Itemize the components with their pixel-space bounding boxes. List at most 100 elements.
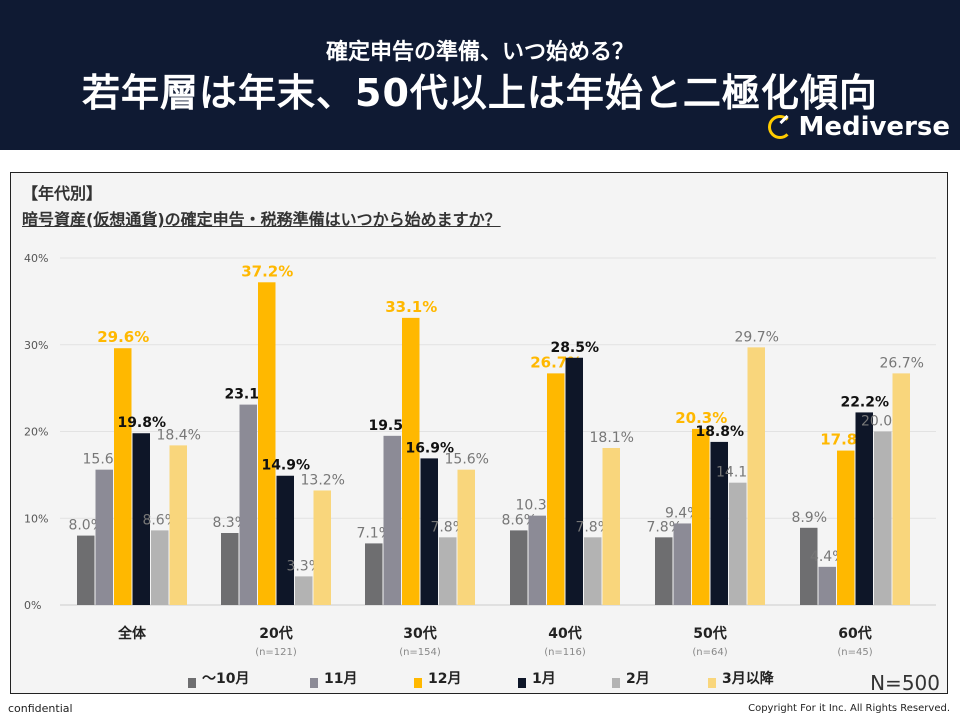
bar: [729, 482, 747, 605]
data-label: 7.8%: [575, 519, 611, 535]
data-label: 7.8%: [646, 519, 682, 535]
bar: [673, 523, 691, 605]
y-tick-label: 10%: [24, 512, 48, 525]
y-tick-label: 0%: [24, 599, 41, 612]
rocket-logo-icon: [768, 115, 793, 139]
legend-label: 1月: [532, 671, 556, 687]
bar: [420, 458, 438, 605]
y-tick-label: 30%: [24, 339, 48, 352]
bar: [874, 431, 892, 605]
data-label: 14.9%: [261, 458, 310, 474]
header-title: 若年層は年末、50代以上は年始と二極化傾向: [82, 71, 878, 115]
data-label: 8.0%: [68, 518, 104, 534]
data-label: 8.9%: [791, 510, 827, 526]
category-note: (n=45): [837, 647, 872, 658]
category-label: 20代: [259, 625, 292, 642]
category-label: 60代: [838, 625, 871, 642]
footer: [0, 700, 960, 720]
bar: [132, 433, 150, 605]
legend-label: ～10月: [202, 671, 249, 687]
category-label: 50代: [693, 625, 726, 642]
bar: [457, 469, 475, 605]
data-label: 8.6%: [501, 512, 537, 528]
bar: [439, 537, 457, 605]
footer-confidential: confidential: [8, 702, 73, 715]
legend-label: 3月以降: [722, 670, 775, 687]
legend-label: 12月: [428, 671, 461, 687]
bar: [565, 357, 583, 605]
bar: [837, 450, 855, 605]
data-label: 15.6%: [445, 452, 489, 468]
bar: [655, 537, 673, 605]
y-tick-label: 40%: [24, 252, 48, 265]
legend-swatch: [708, 678, 716, 688]
sample-size: N=500: [870, 671, 940, 695]
category-note: (n=121): [255, 647, 297, 658]
legend-swatch: [188, 678, 196, 688]
bar: [402, 317, 420, 605]
data-label: 37.2%: [241, 262, 293, 280]
data-label: 20.3%: [675, 409, 727, 427]
category-note: (n=64): [692, 647, 727, 658]
header: 確定申告の準備、いつ始める？ 若年層は年末、50代以上は年始と二極化傾向 Med…: [0, 0, 960, 150]
data-label: 28.5%: [550, 340, 599, 356]
data-label: 22.2%: [840, 394, 889, 410]
data-label: 4.4%: [810, 549, 846, 565]
data-label: 18.4%: [157, 427, 201, 443]
bar: [528, 515, 546, 605]
bar: [258, 282, 276, 605]
legend-swatch: [310, 678, 318, 688]
data-label: 9.4%: [665, 505, 701, 521]
logo: Mediverse: [768, 112, 950, 142]
bar: [114, 348, 132, 605]
bar: [510, 530, 528, 605]
category-note: (n=154): [399, 647, 441, 658]
bar: [365, 543, 383, 605]
category-label: 全体: [117, 625, 147, 642]
chart-box: [10, 172, 948, 694]
bar: [95, 469, 113, 605]
data-label: 26.7%: [880, 355, 924, 371]
y-tick-label: 20%: [24, 426, 48, 439]
bar: [892, 373, 910, 605]
data-label: 33.1%: [385, 298, 437, 316]
legend-swatch: [612, 678, 620, 688]
bar: [547, 373, 565, 605]
bar: [77, 535, 95, 605]
bar: [747, 347, 765, 605]
question-text: 暗号資産(仮想通貨)の確定申告・税務準備はいつから始めますか？: [22, 210, 501, 229]
bar: [276, 475, 294, 605]
data-label: 7.1%: [356, 525, 392, 541]
category-label: 30代: [403, 625, 436, 642]
category-label: 40代: [548, 625, 581, 642]
bar: [710, 441, 728, 605]
data-label: 7.8%: [430, 519, 466, 535]
data-label: 3.3%: [286, 558, 322, 574]
bar: [313, 490, 331, 605]
legend-label: 2月: [626, 671, 650, 687]
bar: [855, 412, 873, 605]
header-subtitle: 確定申告の準備、いつ始める？: [325, 40, 634, 65]
data-label: 29.6%: [97, 328, 149, 346]
bar: [692, 428, 710, 605]
legend-label: 11月: [324, 671, 357, 687]
bar: [151, 530, 169, 605]
category-note: (n=116): [544, 647, 586, 658]
bar: [602, 447, 620, 605]
segment-label: 【年代別】: [22, 184, 103, 203]
bar: [295, 576, 313, 605]
data-label: 13.2%: [301, 472, 345, 488]
data-label: 19.8%: [117, 415, 166, 431]
data-label: 16.9%: [405, 440, 454, 456]
bar: [383, 435, 401, 605]
data-label: 18.8%: [695, 424, 744, 440]
data-label: 29.7%: [735, 329, 779, 345]
data-label: 8.6%: [142, 512, 178, 528]
legend-swatch: [518, 678, 526, 688]
legend-swatch: [414, 678, 422, 688]
bar: [818, 566, 836, 605]
footer-copyright: Copyright For it Inc. All Rights Reserve…: [748, 703, 950, 714]
bar: [584, 537, 602, 605]
bar: [221, 532, 239, 605]
